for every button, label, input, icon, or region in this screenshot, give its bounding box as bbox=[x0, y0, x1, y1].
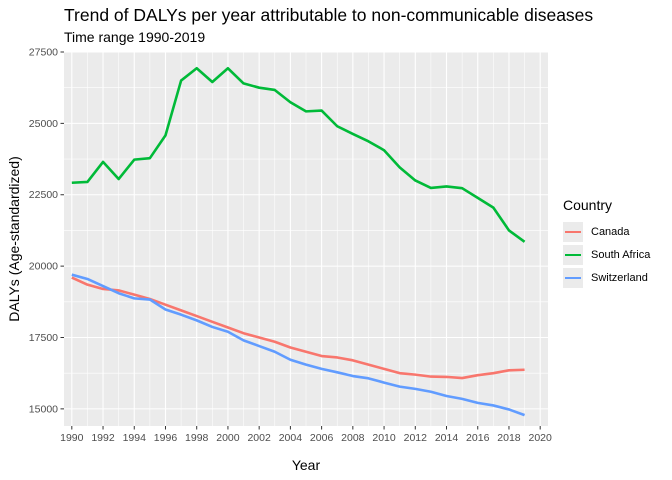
chart-subtitle: Time range 1990-2019 bbox=[64, 29, 206, 45]
x-tick-label: 2016 bbox=[466, 432, 490, 444]
y-tick-label: 25000 bbox=[29, 118, 58, 130]
legend-title: Country bbox=[563, 197, 613, 213]
legend-swatch-canada bbox=[565, 231, 581, 234]
y-tick-label: 17500 bbox=[29, 332, 58, 344]
legend-key bbox=[563, 245, 583, 265]
x-tick-label: 2018 bbox=[497, 432, 521, 444]
x-tick-label: 1994 bbox=[123, 432, 147, 444]
chart-title: Trend of DALYs per year attributable to … bbox=[64, 5, 594, 25]
series-line-switzerland bbox=[71, 273, 526, 417]
legend-label: South Africa bbox=[591, 249, 651, 261]
x-tick-label: 1992 bbox=[91, 432, 115, 444]
x-tick-label: 2002 bbox=[247, 432, 271, 444]
x-tick-label: 2012 bbox=[404, 432, 428, 444]
x-tick-label: 1990 bbox=[60, 432, 84, 444]
legend-swatch-switzerland bbox=[565, 277, 581, 280]
legend-item-switzerland: Switzerland bbox=[563, 267, 650, 289]
legend-swatch-south-africa bbox=[565, 254, 581, 257]
y-axis-title: DALYs (Age-standardized) bbox=[6, 156, 22, 321]
legend-label: Canada bbox=[591, 226, 630, 238]
legend-key bbox=[563, 222, 583, 242]
x-tick-label: 2020 bbox=[529, 432, 553, 444]
series-line-south-africa bbox=[71, 66, 526, 243]
x-axis-title: Year bbox=[292, 457, 321, 473]
x-tick-label: 2004 bbox=[279, 432, 303, 444]
y-tick-label: 15000 bbox=[29, 403, 58, 415]
x-tick-label: 1998 bbox=[185, 432, 209, 444]
y-tick-label: 20000 bbox=[29, 261, 58, 273]
y-tick-label: 27500 bbox=[29, 47, 58, 59]
x-tick-label: 1996 bbox=[154, 432, 178, 444]
legend-item-south-africa: South Africa bbox=[563, 244, 650, 266]
legend: Country Canada South Africa Switzerland bbox=[563, 197, 650, 290]
x-tick-label: 2008 bbox=[341, 432, 365, 444]
x-tick-label: 2010 bbox=[372, 432, 396, 444]
legend-item-canada: Canada bbox=[563, 221, 650, 243]
x-tick-label: 2014 bbox=[435, 432, 459, 444]
x-tick-label: 2000 bbox=[216, 432, 240, 444]
legend-key bbox=[563, 268, 583, 288]
legend-label: Switzerland bbox=[591, 272, 648, 284]
x-tick-label: 2006 bbox=[310, 432, 334, 444]
y-tick-label: 22500 bbox=[29, 189, 58, 201]
